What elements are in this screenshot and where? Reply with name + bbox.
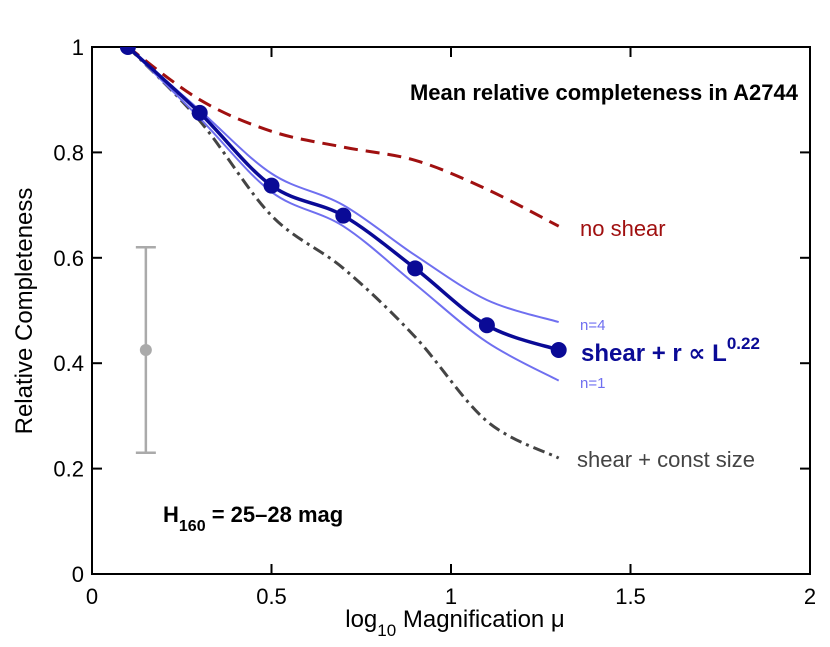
x-axis-title-rest: Magnification μ [396,606,565,633]
x-tick-label: 0 [86,584,98,609]
label-shear-const: shear + const size [577,447,755,472]
chart-title: Mean relative completeness in A2744 [410,80,799,105]
data-point [263,177,280,194]
series-layer [119,47,567,460]
x-axis-title: log10 Magnification μ [345,606,565,640]
series-line-1 [126,47,560,460]
data-point [119,47,136,55]
data-point [335,207,352,224]
y-tick-label: 0.8 [53,140,84,165]
error-bar-point [139,344,152,357]
data-point [407,260,424,277]
label-shear-r-main: shear + r ∝ L [581,340,727,367]
y-tick-label: 0.4 [53,351,84,376]
x-tick-label: 1.5 [615,584,646,609]
label-n4: n=4 [580,317,605,334]
y-tick-label: 0.6 [53,246,84,271]
label-shear-r-exponent: 0.22 [727,334,760,353]
error-bar [135,246,156,455]
y-tick-label: 0.2 [53,457,84,482]
x-tick-label: 1 [445,584,457,609]
label-n1: n=1 [580,375,605,392]
label-no-shear: no shear [580,216,666,241]
y-tick-label: 1 [72,35,84,60]
magnitude-annotation: H160 = 25–28 mag [163,502,343,535]
mag-prefix: H [163,502,179,527]
label-shear-r: shear + r ∝ L0.22 [581,334,760,367]
x-axis-title-sub: 10 [377,621,396,640]
data-point [478,317,495,334]
data-point [550,342,567,359]
x-tick-label: 0.5 [256,584,287,609]
mag-rest: = 25–28 mag [206,502,344,527]
y-axis-title: Relative Completeness [11,188,38,435]
x-axis-title-main: log [345,606,377,633]
series-line-0 [127,47,560,228]
data-point [191,104,208,121]
plot-frame [91,46,811,575]
axis-ticks: 0 0.5 1 1.5 2 0 0.2 0.4 0.6 0.8 1 [53,35,816,609]
y-tick-label: 0 [72,562,84,587]
x-tick-label: 2 [804,584,816,609]
mag-sub: 160 [179,518,206,535]
